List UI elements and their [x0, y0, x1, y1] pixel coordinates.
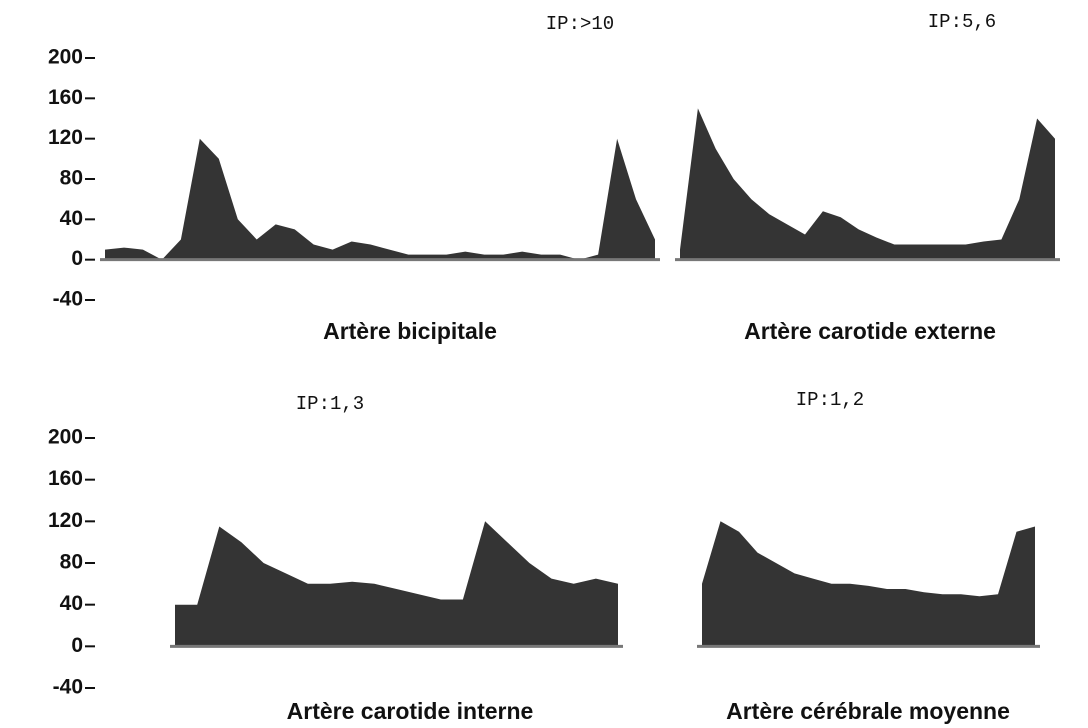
y-tick-label: 40 [60, 592, 83, 615]
panel-title: Artère cérébrale moyenne [726, 698, 1010, 724]
annotation: IP:1,3 [296, 393, 364, 415]
y-tick-label: 160 [48, 467, 83, 490]
y-tick-label: 120 [48, 126, 83, 149]
annotation: IP:1,2 [796, 389, 864, 411]
y-tick-label: 120 [48, 509, 83, 532]
panel-title: Artère bicipitale [323, 318, 497, 344]
waveform [680, 108, 1055, 259]
waveform [702, 521, 1035, 646]
waveform [105, 139, 655, 260]
y-tick-label: 80 [60, 167, 83, 190]
y-tick-label: 160 [48, 86, 83, 109]
figure: 200 160 120 80 40 0 -40 IP:>10 Artère bicipitale… [0, 0, 1088, 728]
y-tick-label: 200 [48, 46, 83, 69]
y-tick-label: -40 [53, 288, 83, 311]
y-tick-label: 0 [71, 634, 83, 657]
annotation: IP:>10 [546, 13, 614, 35]
page: {"chart_data": [ {"type": "area", "title… [0, 0, 1088, 728]
y-tick-label: 40 [60, 207, 83, 230]
panel-title: Artère carotide interne [287, 698, 534, 724]
annotation: IP:5,6 [928, 11, 996, 33]
y-tick-label: 0 [71, 247, 83, 270]
y-tick-label: -40 [53, 676, 83, 699]
panel-title: Artère carotide externe [744, 318, 996, 344]
y-tick-label: 200 [48, 426, 83, 449]
y-tick-label: 80 [60, 551, 83, 574]
waveform [175, 521, 618, 646]
